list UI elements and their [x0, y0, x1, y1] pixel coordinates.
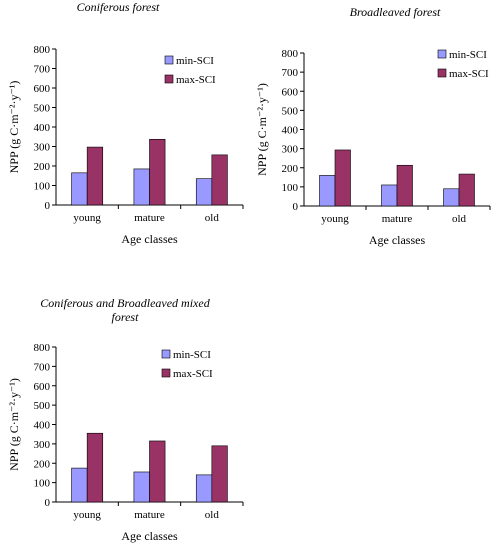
x-tick-label: mature: [382, 213, 413, 225]
y-axis-label: NPP (g C·m⁻²·y⁻¹): [7, 81, 21, 174]
legend-swatch: [161, 368, 171, 378]
x-tick-label: mature: [134, 212, 165, 224]
bar-max-SCI: [334, 149, 351, 207]
legend-swatch: [437, 68, 447, 78]
x-tick-label: young: [73, 212, 101, 224]
y-tick-label: 500: [34, 400, 51, 412]
y-tick-label: 100: [34, 181, 51, 193]
chart-title: forest: [112, 310, 140, 324]
y-tick-label: 0: [45, 200, 51, 212]
y-tick-label: 200: [34, 458, 51, 470]
legend-swatch: [164, 74, 174, 84]
legend-swatch: [437, 49, 447, 59]
y-tick-label: 400: [282, 125, 299, 137]
y-tick-label: 400: [34, 122, 51, 134]
x-axis-label: Age classes: [369, 233, 426, 247]
bar-max-SCI: [86, 432, 104, 503]
y-tick-label: 0: [45, 497, 51, 509]
y-tick-label: 600: [34, 83, 51, 95]
bar-min-SCI: [133, 471, 150, 503]
y-tick-label: 400: [34, 420, 51, 432]
x-tick-label: young: [73, 509, 101, 521]
y-tick-label: 700: [282, 67, 299, 79]
y-axis-label: NPP (g C·m⁻²·y⁻¹): [7, 378, 21, 471]
legend-label: min-SCI: [176, 55, 214, 67]
y-tick-label: 300: [34, 142, 51, 154]
legend-label: max-SCI: [176, 74, 216, 86]
bar-min-SCI: [195, 474, 213, 503]
legend-label: max-SCI: [449, 68, 489, 80]
y-tick-label: 600: [282, 86, 299, 98]
y-tick-label: 100: [282, 182, 299, 194]
y-tick-label: 600: [34, 381, 51, 393]
y-tick-label: 500: [282, 105, 299, 117]
y-tick-label: 800: [34, 342, 51, 354]
bar-min-SCI: [381, 184, 398, 207]
y-tick-label: 800: [282, 48, 299, 60]
chart-title: Coniferous forest: [77, 0, 160, 14]
chart-title: Coniferous and Broadleaved mixed: [40, 296, 210, 310]
y-tick-label: 200: [34, 161, 51, 173]
chart-panel: Coniferous forest 0 100 200 300 400 500 600 700 8…: [7, 0, 244, 246]
legend-label: min-SCI: [173, 349, 211, 361]
legend-swatch: [164, 55, 174, 65]
bar-max-SCI: [149, 138, 166, 206]
bar-min-SCI: [195, 178, 213, 206]
x-axis-label: Age classes: [121, 529, 178, 543]
y-tick-label: 500: [34, 103, 51, 115]
chart-title: Broadleaved forest: [350, 5, 441, 19]
bar-min-SCI: [71, 172, 88, 206]
bar-max-SCI: [396, 164, 413, 207]
bar-max-SCI: [458, 173, 475, 207]
legend-label: max-SCI: [173, 368, 213, 380]
y-axis-label: NPP (g C·m⁻²·y⁻¹): [255, 83, 269, 176]
bar-max-SCI: [211, 445, 228, 503]
bar-min-SCI: [71, 467, 88, 503]
bar-min-SCI: [319, 175, 336, 207]
chart-panel: Broadleaved forest 0 100 200 300 400 500 600 700…: [255, 5, 491, 247]
y-tick-label: 300: [282, 144, 299, 156]
x-tick-label: old: [452, 213, 467, 225]
legend-label: min-SCI: [449, 49, 487, 61]
bar-max-SCI: [211, 154, 228, 206]
bar-min-SCI: [133, 168, 150, 206]
y-tick-label: 800: [34, 44, 51, 56]
y-tick-label: 200: [282, 163, 299, 175]
x-tick-label: young: [321, 213, 349, 225]
y-tick-label: 700: [34, 64, 51, 76]
bar-max-SCI: [149, 440, 166, 503]
y-tick-label: 700: [34, 361, 51, 373]
x-tick-label: old: [205, 212, 220, 224]
y-tick-label: 300: [34, 439, 51, 451]
bar-max-SCI: [86, 146, 104, 206]
bar-min-SCI: [443, 188, 460, 207]
y-tick-label: 100: [34, 478, 51, 490]
legend-swatch: [161, 349, 171, 359]
x-tick-label: mature: [134, 509, 165, 521]
x-tick-label: old: [205, 509, 220, 521]
y-tick-label: 0: [293, 201, 299, 213]
x-axis-label: Age classes: [121, 232, 178, 246]
